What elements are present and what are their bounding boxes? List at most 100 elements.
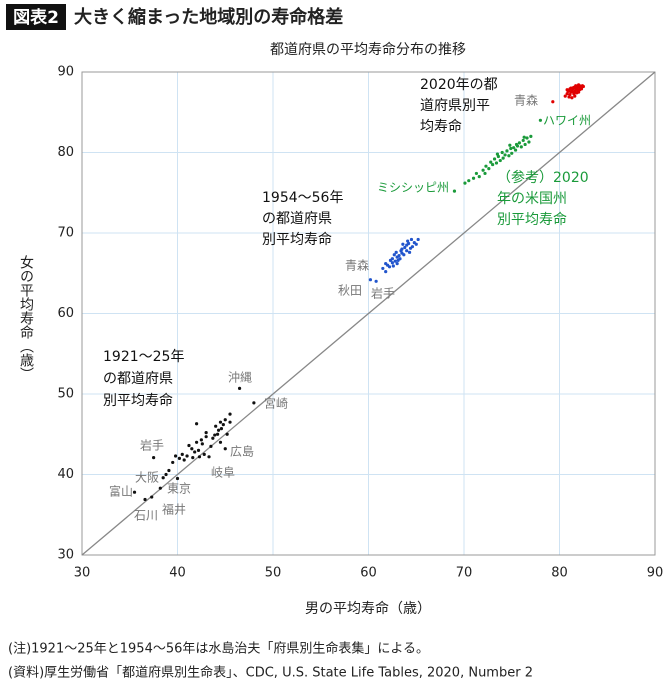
title-tag-box: [6, 4, 66, 30]
data-point: [197, 455, 202, 459]
data-point: [207, 455, 211, 459]
data-point: [463, 181, 467, 185]
data-point: [218, 420, 223, 424]
note: (注)1921～25年と1954～56年は水島治夫「府県別生命表集」による。: [8, 641, 429, 657]
data-point: [525, 136, 529, 140]
data-point: [494, 161, 499, 165]
data-point: [498, 158, 502, 163]
data-point: [384, 270, 388, 274]
data-point: [216, 428, 221, 432]
data-point: [508, 143, 512, 147]
annotation: 岩手: [140, 438, 164, 453]
annotation: の都道府県: [262, 211, 332, 227]
data-point: [452, 189, 457, 193]
data-point: [513, 148, 518, 152]
annotation: 1921～25年: [103, 349, 184, 365]
data-point: [394, 250, 398, 254]
data-point: [132, 490, 137, 494]
data-point: [161, 476, 165, 480]
y-tick-label: 30: [57, 548, 74, 563]
data-point: [565, 92, 569, 96]
data-point: [384, 261, 388, 266]
data-point: [408, 246, 413, 250]
data-point: [521, 138, 525, 143]
data-point: [211, 436, 215, 440]
data-point: [496, 154, 500, 159]
data-point: [403, 245, 407, 250]
data-point: [393, 259, 397, 263]
data-point: [474, 171, 479, 176]
annotation: 1954～56年: [262, 190, 343, 206]
annotation: 石川: [134, 509, 158, 523]
data-point: [397, 253, 401, 258]
data-point: [228, 420, 232, 424]
x-tick-label: 50: [265, 566, 282, 581]
data-point: [484, 164, 488, 168]
y-axis-label: 女の平均寿命（歳）: [18, 254, 34, 381]
data-point: [209, 444, 213, 448]
data-point: [579, 86, 584, 90]
data-point: [514, 142, 519, 147]
data-point: [175, 476, 180, 481]
data-point: [405, 249, 409, 253]
data-point: [204, 435, 208, 439]
y-tick-label: 50: [57, 387, 74, 402]
annotation: 沖縄: [228, 370, 252, 385]
annotation: 青森: [345, 258, 369, 273]
x-tick-label: 40: [169, 566, 186, 581]
data-point: [407, 250, 412, 254]
data-point: [487, 167, 491, 171]
data-point: [523, 142, 527, 147]
y-tick-label: 40: [57, 467, 74, 482]
annotation: 道府県別平: [420, 98, 490, 114]
data-point: [171, 460, 175, 465]
annotation: 富山: [109, 484, 133, 499]
data-point: [381, 266, 385, 271]
annotation: 福井: [162, 502, 186, 517]
data-point: [213, 433, 217, 437]
x-tick-label: 90: [647, 566, 664, 581]
data-point: [173, 454, 178, 458]
x-tick-label: 80: [551, 566, 568, 581]
y-tick-label: 70: [57, 226, 74, 241]
data-point: [507, 154, 511, 158]
data-point: [180, 452, 184, 456]
x-tick-label: 30: [74, 566, 91, 581]
data-point: [481, 168, 485, 172]
data-point: [414, 242, 418, 246]
data-point: [167, 468, 171, 473]
annotation: 東京: [167, 482, 191, 496]
chart-subtitle: 都道府県の平均寿命分布の推移: [270, 41, 466, 58]
data-point: [568, 87, 572, 91]
data-point: [392, 253, 396, 257]
data-point: [390, 261, 394, 265]
data-point: [388, 258, 393, 262]
annotation: 岩手: [371, 286, 395, 301]
data-point: [492, 157, 497, 161]
data-point: [223, 418, 227, 422]
data-point: [185, 454, 189, 458]
data-point: [214, 424, 218, 428]
data-point: [219, 427, 224, 431]
data-point: [221, 422, 225, 427]
data-point: [387, 265, 392, 269]
annotation: （参考）2020: [497, 169, 589, 186]
note: (資料)厚生労働省「都道府県別生命表」、CDC, U.S. State Life…: [8, 665, 533, 681]
data-point: [509, 146, 513, 151]
data-point: [477, 175, 481, 179]
data-point: [399, 249, 403, 253]
data-point: [409, 237, 414, 242]
data-point: [150, 495, 154, 499]
title-tag: 図表2: [13, 7, 59, 28]
chart-title: 大きく縮まった地域別の寿命格差: [74, 6, 343, 28]
data-point: [401, 242, 405, 246]
data-point: [196, 448, 201, 452]
data-point: [522, 135, 526, 139]
plot-frame: [81, 71, 656, 556]
data-point: [182, 458, 186, 462]
data-point: [467, 179, 471, 183]
annotation: 別平均寿命: [103, 392, 173, 409]
annotation: 岐阜: [211, 466, 235, 480]
data-point: [158, 486, 162, 490]
